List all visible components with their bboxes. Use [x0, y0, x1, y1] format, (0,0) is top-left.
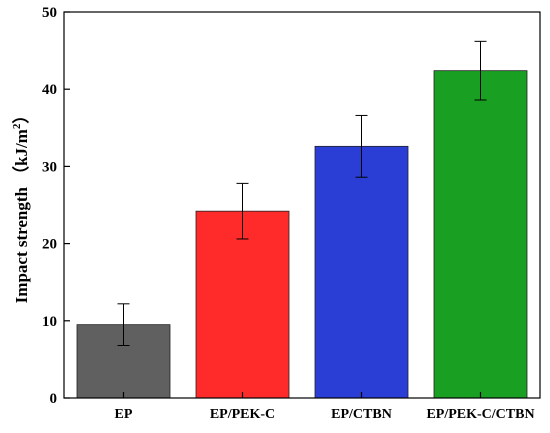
y-tick-label: 40 [42, 82, 57, 98]
x-tick-label: EP/CTBN [331, 407, 392, 422]
y-axis-label-text: Impact strength [12, 186, 31, 303]
y-tick-label: 0 [50, 391, 58, 407]
y-axis-label-unit: （kJ/m [11, 129, 31, 183]
y-tick-label: 50 [42, 5, 57, 21]
x-axis: EP EP/PEK-C EP/CTBN EP/PEK-C/CTBN [115, 392, 535, 422]
bars-group [76, 70, 528, 399]
bar-ep-pek-c [195, 210, 290, 399]
bar-ep-ctbn [314, 145, 409, 399]
x-tick-label: EP [115, 407, 133, 422]
y-tick-label: 10 [42, 314, 57, 330]
x-tick-label: EP/PEK-C/CTBN [426, 407, 534, 422]
y-tick-label: 30 [42, 159, 57, 175]
y-axis-label: Impact strength （kJ/m2） [11, 107, 31, 304]
y-axis: 0 10 20 30 40 50 [42, 5, 70, 407]
error-bars-group [117, 40, 487, 347]
y-tick-label: 20 [42, 237, 57, 253]
x-tick-label: EP/PEK-C [210, 407, 275, 422]
y-axis-label-unit-sup: 2 [11, 123, 23, 129]
bar-ep-pek-c-ctbn [433, 70, 528, 399]
y-axis-label-unit-close: ） [11, 107, 31, 124]
plot-frame [63, 11, 541, 399]
